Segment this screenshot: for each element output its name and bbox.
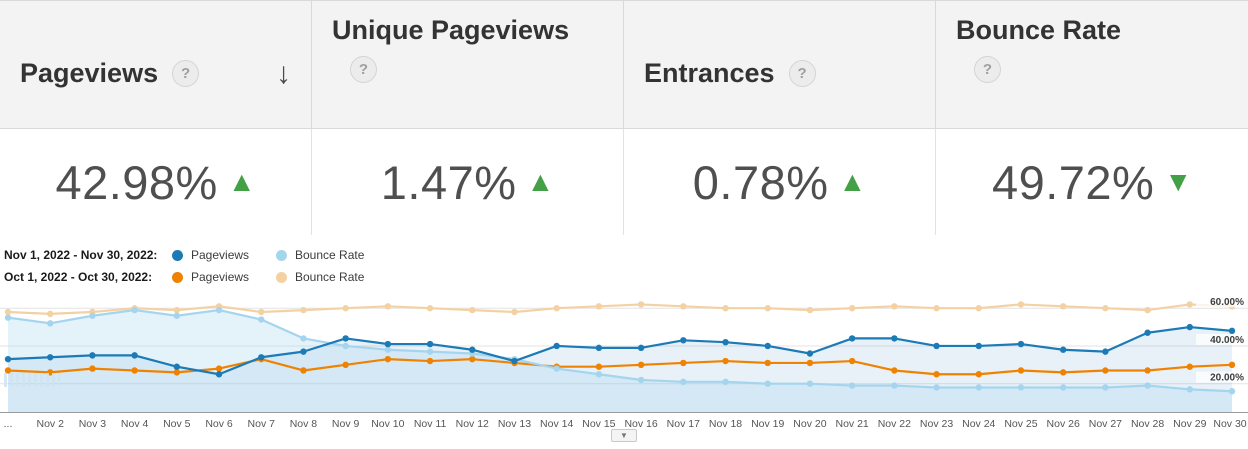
metric-value-unique-pageviews: 1.47% ▲ — [312, 129, 624, 235]
series-dot-icon — [276, 271, 287, 283]
svg-text:Nov 27: Nov 27 — [1089, 418, 1122, 430]
svg-text:Nov 25: Nov 25 — [1004, 418, 1037, 430]
svg-text:Nov 17: Nov 17 — [667, 418, 700, 430]
svg-text:...: ... — [4, 418, 13, 430]
svg-text:Nov 24: Nov 24 — [962, 418, 995, 430]
legend-item-pageviews-nov[interactable]: Pageviews — [172, 248, 276, 262]
column-header-unique-pageviews[interactable]: Unique Pageviews ? — [312, 1, 624, 128]
legend-period-label: Oct 1, 2022 - Oct 30, 2022: — [4, 270, 153, 284]
svg-text:Nov 18: Nov 18 — [709, 418, 742, 430]
timeseries-chart[interactable]: 20.00% 40.00% 60.00%... Nov 2 Nov 3 Nov 4 Nov … — [0, 291, 1248, 442]
metric-value: 42.98% — [55, 155, 218, 209]
svg-text:Nov 7: Nov 7 — [248, 418, 276, 430]
svg-text:Nov 12: Nov 12 — [456, 418, 489, 430]
help-icon[interactable]: ? — [350, 56, 377, 83]
svg-text:Nov 6: Nov 6 — [205, 418, 233, 430]
legend-item-pageviews-oct[interactable]: Pageviews — [172, 270, 276, 284]
svg-text:Nov 23: Nov 23 — [920, 418, 953, 430]
svg-text:Nov 8: Nov 8 — [290, 418, 318, 430]
series-dot-icon — [172, 249, 183, 261]
metric-value-bounce-rate: 49.72% ▼ — [936, 129, 1248, 235]
metric-value: 0.78% — [692, 155, 829, 209]
svg-text:40.00%: 40.00% — [1210, 335, 1244, 346]
column-header-pageviews[interactable]: Pageviews ? ↓ — [0, 1, 312, 128]
svg-text:Nov 29: Nov 29 — [1173, 418, 1206, 430]
column-label: Unique Pageviews — [332, 15, 570, 45]
sort-descending-icon[interactable]: ↓ — [276, 56, 291, 90]
chevron-down-icon: ▼ — [620, 431, 628, 440]
legend-item-bounce-rate-nov[interactable]: Bounce Rate — [276, 248, 380, 262]
series-dot-icon — [172, 271, 183, 283]
legend-series-label: Bounce Rate — [295, 248, 365, 262]
metrics-value-row: 42.98% ▲ 1.47% ▲ 0.78% ▲ 49.72% ▼ — [0, 129, 1248, 235]
svg-text:Nov 4: Nov 4 — [121, 418, 149, 430]
help-icon[interactable]: ? — [788, 60, 816, 87]
svg-text:Nov 15: Nov 15 — [582, 418, 615, 430]
metric-value-pageviews: 42.98% ▲ — [0, 129, 312, 235]
legend-row-comparison-period: Oct 1, 2022 - Oct 30, 2022: Pageviews Bo… — [4, 269, 1248, 285]
help-icon[interactable]: ? — [172, 60, 200, 87]
svg-text:Nov 20: Nov 20 — [793, 418, 826, 430]
svg-text:Nov 30: Nov 30 — [1213, 418, 1246, 430]
legend-series-label: Pageviews — [191, 248, 250, 262]
svg-text:Nov 13: Nov 13 — [498, 418, 531, 430]
axis-dropdown-button[interactable]: ▼ — [611, 429, 637, 442]
trend-up-icon: ▲ — [526, 166, 555, 197]
trend-down-icon: ▼ — [1164, 166, 1193, 197]
legend-item-bounce-rate-oct[interactable]: Bounce Rate — [276, 270, 380, 284]
svg-text:Nov 11: Nov 11 — [414, 418, 447, 430]
svg-text:Nov 26: Nov 26 — [1047, 418, 1080, 430]
svg-text:Nov 14: Nov 14 — [540, 418, 573, 430]
column-label: Pageviews — [20, 58, 159, 88]
svg-text:Nov 3: Nov 3 — [79, 418, 107, 430]
trend-up-icon: ▲ — [227, 166, 256, 197]
svg-text:Nov 10: Nov 10 — [371, 418, 404, 430]
legend-row-current-period: Nov 1, 2022 - Nov 30, 2022: Pageviews Bo… — [4, 247, 1248, 263]
trend-up-icon: ▲ — [838, 166, 867, 197]
series-dot-icon — [276, 249, 287, 261]
column-label: Bounce Rate — [956, 15, 1122, 45]
legend-series-label: Bounce Rate — [295, 270, 365, 284]
metric-value-entrances: 0.78% ▲ — [624, 129, 936, 235]
svg-text:Nov 5: Nov 5 — [163, 418, 191, 430]
metrics-table: Pageviews ? ↓ Unique Pageviews ? Entranc… — [0, 0, 1248, 235]
svg-text:Nov 22: Nov 22 — [878, 418, 911, 430]
legend-series-label: Pageviews — [191, 270, 250, 284]
column-header-bounce-rate[interactable]: Bounce Rate ? — [936, 1, 1248, 128]
svg-text:Nov 21: Nov 21 — [835, 418, 868, 430]
svg-text:Nov 16: Nov 16 — [624, 418, 657, 430]
metric-value: 1.47% — [380, 155, 517, 209]
chart-legend: Nov 1, 2022 - Nov 30, 2022: Pageviews Bo… — [0, 235, 1248, 285]
metrics-header-row: Pageviews ? ↓ Unique Pageviews ? Entranc… — [0, 1, 1248, 129]
chart-canvas[interactable]: 20.00% 40.00% 60.00%... Nov 2 Nov 3 Nov 4 Nov … — [0, 291, 1248, 431]
help-icon[interactable]: ? — [974, 56, 1001, 83]
svg-text:60.00%: 60.00% — [1210, 297, 1244, 308]
column-label: Entrances — [644, 58, 775, 88]
column-header-entrances[interactable]: Entrances ? — [624, 1, 936, 128]
svg-text:Nov 19: Nov 19 — [751, 418, 784, 430]
svg-text:20.00%: 20.00% — [1210, 373, 1244, 384]
legend-period-label: Nov 1, 2022 - Nov 30, 2022: — [4, 248, 158, 262]
svg-text:Nov 9: Nov 9 — [332, 418, 360, 430]
metric-value: 49.72% — [991, 155, 1155, 209]
svg-text:Nov 2: Nov 2 — [36, 418, 64, 430]
svg-text:Nov 28: Nov 28 — [1131, 418, 1164, 430]
